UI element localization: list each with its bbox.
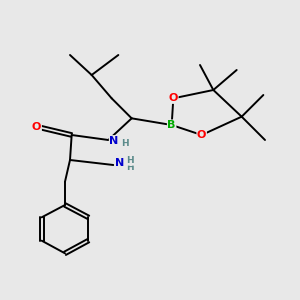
Text: O: O — [32, 122, 41, 132]
Text: N: N — [115, 158, 124, 168]
Text: H: H — [121, 140, 129, 148]
Text: O: O — [169, 93, 178, 103]
Text: B: B — [167, 120, 176, 130]
Text: N: N — [110, 136, 118, 146]
Text: H: H — [126, 163, 134, 172]
Text: O: O — [197, 130, 206, 140]
Text: H: H — [126, 156, 134, 165]
